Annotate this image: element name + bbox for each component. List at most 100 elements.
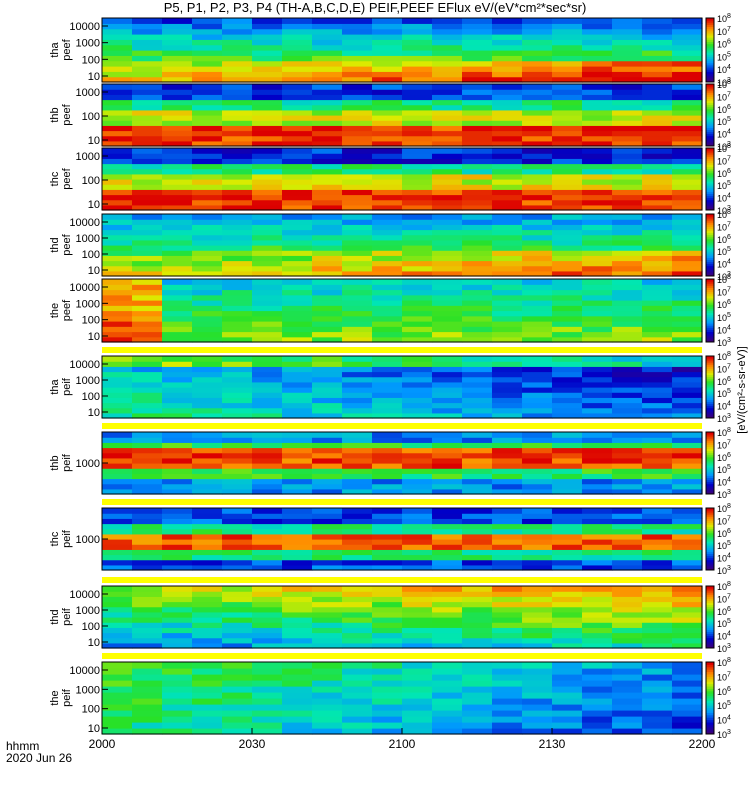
heatmap-cell	[372, 601, 403, 608]
heatmap-cell	[192, 158, 223, 165]
heatmap-cell	[432, 76, 463, 83]
heatmap-cell	[522, 336, 553, 343]
colorbar-cell	[706, 257, 714, 260]
heatmap-cell	[162, 255, 193, 262]
heatmap-cell	[672, 204, 703, 211]
heatmap-cell	[432, 279, 463, 285]
heatmap-cell	[192, 94, 223, 101]
heatmap-cell	[432, 300, 463, 306]
heatmap-cell	[642, 331, 673, 338]
heatmap-cell	[402, 606, 433, 613]
heatmap-cell	[552, 483, 583, 490]
heatmap-cell	[432, 637, 463, 644]
heatmap-cell	[192, 234, 223, 241]
heatmap-cell	[222, 71, 253, 78]
heatmap-cell	[552, 366, 583, 373]
heatmap-cell	[492, 473, 523, 480]
y-tick-label: 10	[88, 135, 100, 147]
heatmap-cell	[642, 179, 673, 185]
heatmap-cell	[372, 397, 403, 404]
heatmap-cell	[522, 549, 553, 556]
heatmap-cell	[192, 50, 223, 56]
heatmap-cell	[672, 194, 703, 201]
heatmap-cell	[132, 23, 163, 30]
heatmap-cell	[192, 168, 223, 175]
heatmap-cell	[282, 76, 313, 83]
heatmap-cell	[282, 300, 313, 306]
heatmap-cell	[372, 294, 403, 301]
heatmap-cell	[342, 94, 373, 101]
y-tick-label: 100	[82, 175, 100, 187]
heatmap-cell	[672, 554, 703, 561]
heatmap-cell	[522, 680, 553, 687]
colorbar-cell	[706, 245, 714, 248]
heatmap-cell	[162, 544, 193, 550]
heatmap-cell	[372, 402, 403, 409]
heatmap-cell	[492, 442, 523, 449]
colorbar-cell	[706, 143, 714, 147]
heatmap-cell	[582, 544, 613, 550]
heatmap-cell	[222, 50, 253, 56]
heatmap-cell	[522, 366, 553, 373]
colorbar-cell	[706, 469, 714, 472]
heatmap-cell	[672, 642, 703, 649]
heatmap-cell	[282, 591, 313, 597]
heatmap-cell	[492, 518, 523, 525]
colorbar-cell	[706, 602, 714, 606]
heatmap-cell	[282, 158, 313, 165]
heatmap-cell	[462, 189, 493, 196]
heatmap-cell	[672, 662, 703, 669]
heatmap-cell	[552, 632, 583, 639]
heatmap-cell	[102, 125, 133, 132]
heatmap-cell	[552, 606, 583, 613]
heatmap-cell	[642, 104, 673, 111]
heatmap-cell	[522, 381, 553, 388]
y-tick-label: 10	[88, 637, 100, 649]
heatmap-cell	[432, 606, 463, 613]
colorbar-tick-label: 103	[717, 413, 731, 424]
heatmap-cell	[642, 94, 673, 101]
heatmap-cell	[432, 447, 463, 454]
heatmap-cell	[612, 392, 643, 398]
heatmap-cell	[672, 158, 703, 165]
colorbar-cell	[706, 228, 714, 232]
heatmap-cell	[132, 265, 163, 272]
colorbar-cell	[706, 487, 714, 491]
heatmap-cell	[522, 559, 553, 566]
y-tick-label: 100	[82, 111, 100, 123]
heatmap-cell	[552, 305, 583, 312]
heatmap-cell	[102, 371, 133, 378]
colorbar-cell	[706, 683, 714, 687]
heatmap-cell	[132, 692, 163, 699]
colorbar-tick-label: 106	[717, 39, 731, 50]
heatmap-cell	[672, 84, 703, 90]
heatmap-cell	[522, 442, 553, 449]
heatmap-cell	[522, 84, 553, 90]
heatmap-cell	[102, 674, 133, 681]
heatmap-cell	[522, 698, 553, 705]
heatmap-cell	[612, 698, 643, 705]
heatmap-cell	[672, 60, 703, 67]
heatmap-cell	[102, 55, 133, 62]
heatmap-cell	[162, 115, 193, 121]
colorbar-cell	[706, 674, 714, 677]
heatmap-cell	[252, 163, 283, 170]
heatmap-cell	[312, 44, 343, 51]
heatmap-cell	[522, 34, 553, 40]
heatmap-cell	[342, 265, 373, 272]
heatmap-cell	[582, 265, 613, 272]
heatmap-cell	[582, 168, 613, 175]
heatmap-cell	[552, 473, 583, 480]
heatmap-cell	[582, 617, 613, 623]
heatmap-cell	[282, 611, 313, 618]
heatmap-cell	[642, 255, 673, 262]
colorbar-cell	[706, 331, 714, 335]
heatmap-cell	[462, 94, 493, 101]
heatmap-cell	[342, 55, 373, 62]
y-tick-label: 100	[82, 315, 100, 327]
heatmap-cell	[432, 716, 463, 723]
heatmap-cell	[552, 50, 583, 56]
heatmap-cell	[552, 294, 583, 301]
heatmap-cell	[372, 539, 403, 545]
heatmap-cell	[132, 407, 163, 414]
